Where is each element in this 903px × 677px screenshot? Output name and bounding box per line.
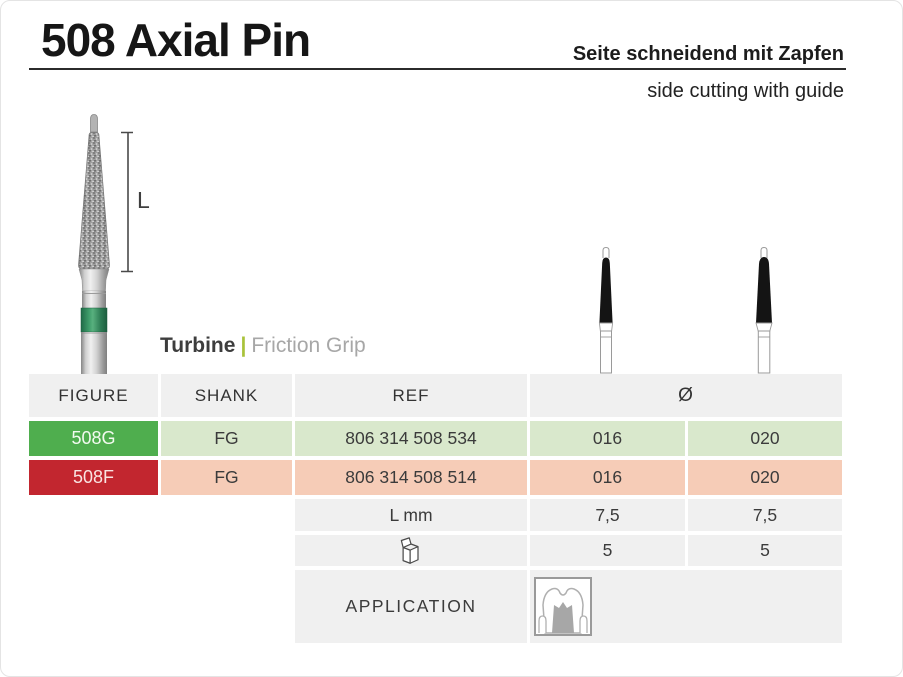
subtitle-german: Seite schneidend mit Zapfen bbox=[572, 43, 844, 65]
diameter-value: 020 bbox=[688, 421, 842, 456]
page-title: 508 Axial Pin bbox=[41, 14, 311, 66]
grip-type-en: Friction Grip bbox=[251, 334, 366, 357]
grip-separator: | bbox=[240, 334, 247, 357]
figure-badge-508G: 508G bbox=[29, 421, 158, 456]
figure-badge-508F: 508F bbox=[29, 460, 158, 495]
subtitle-english: side cutting with guide bbox=[647, 80, 844, 102]
bur-tip-016-image bbox=[598, 246, 614, 374]
spec-table: FIGURE SHANK REF Ø 508G FG 806 314 508 5… bbox=[29, 374, 842, 643]
grip-type-line: Turbine | Friction Grip bbox=[160, 334, 366, 358]
length-value: 7,5 bbox=[688, 499, 842, 531]
length-value: 7,5 bbox=[530, 499, 685, 531]
application-indications bbox=[530, 570, 842, 643]
length-row-label: L mm bbox=[295, 499, 527, 531]
length-bracket bbox=[121, 131, 133, 273]
diamond-bur-image bbox=[78, 114, 110, 374]
package-icon bbox=[400, 536, 419, 564]
pack-quantity-value: 5 bbox=[530, 535, 685, 566]
pack-row-label bbox=[295, 535, 527, 566]
length-label: L bbox=[137, 187, 150, 213]
pack-quantity-value: 5 bbox=[688, 535, 842, 566]
diameter-value: 020 bbox=[688, 460, 842, 495]
column-header-ref: REF bbox=[295, 374, 527, 417]
shank-value: FG bbox=[161, 460, 292, 495]
diameter-value: 016 bbox=[530, 460, 685, 495]
column-header-shank: SHANK bbox=[161, 374, 292, 417]
diameter-value: 016 bbox=[530, 421, 685, 456]
header-divider bbox=[29, 68, 846, 70]
shank-value: FG bbox=[161, 421, 292, 456]
grip-type-de: Turbine bbox=[160, 334, 236, 357]
ref-value: 806 314 508 514 bbox=[295, 460, 527, 495]
application-row-label: APPLICATION bbox=[295, 570, 527, 643]
ref-value: 806 314 508 534 bbox=[295, 421, 527, 456]
tooth-application-icon bbox=[534, 577, 592, 636]
bur-tip-020-image bbox=[755, 246, 773, 374]
column-header-figure: FIGURE bbox=[29, 374, 158, 417]
column-header-diameter: Ø bbox=[530, 374, 842, 417]
